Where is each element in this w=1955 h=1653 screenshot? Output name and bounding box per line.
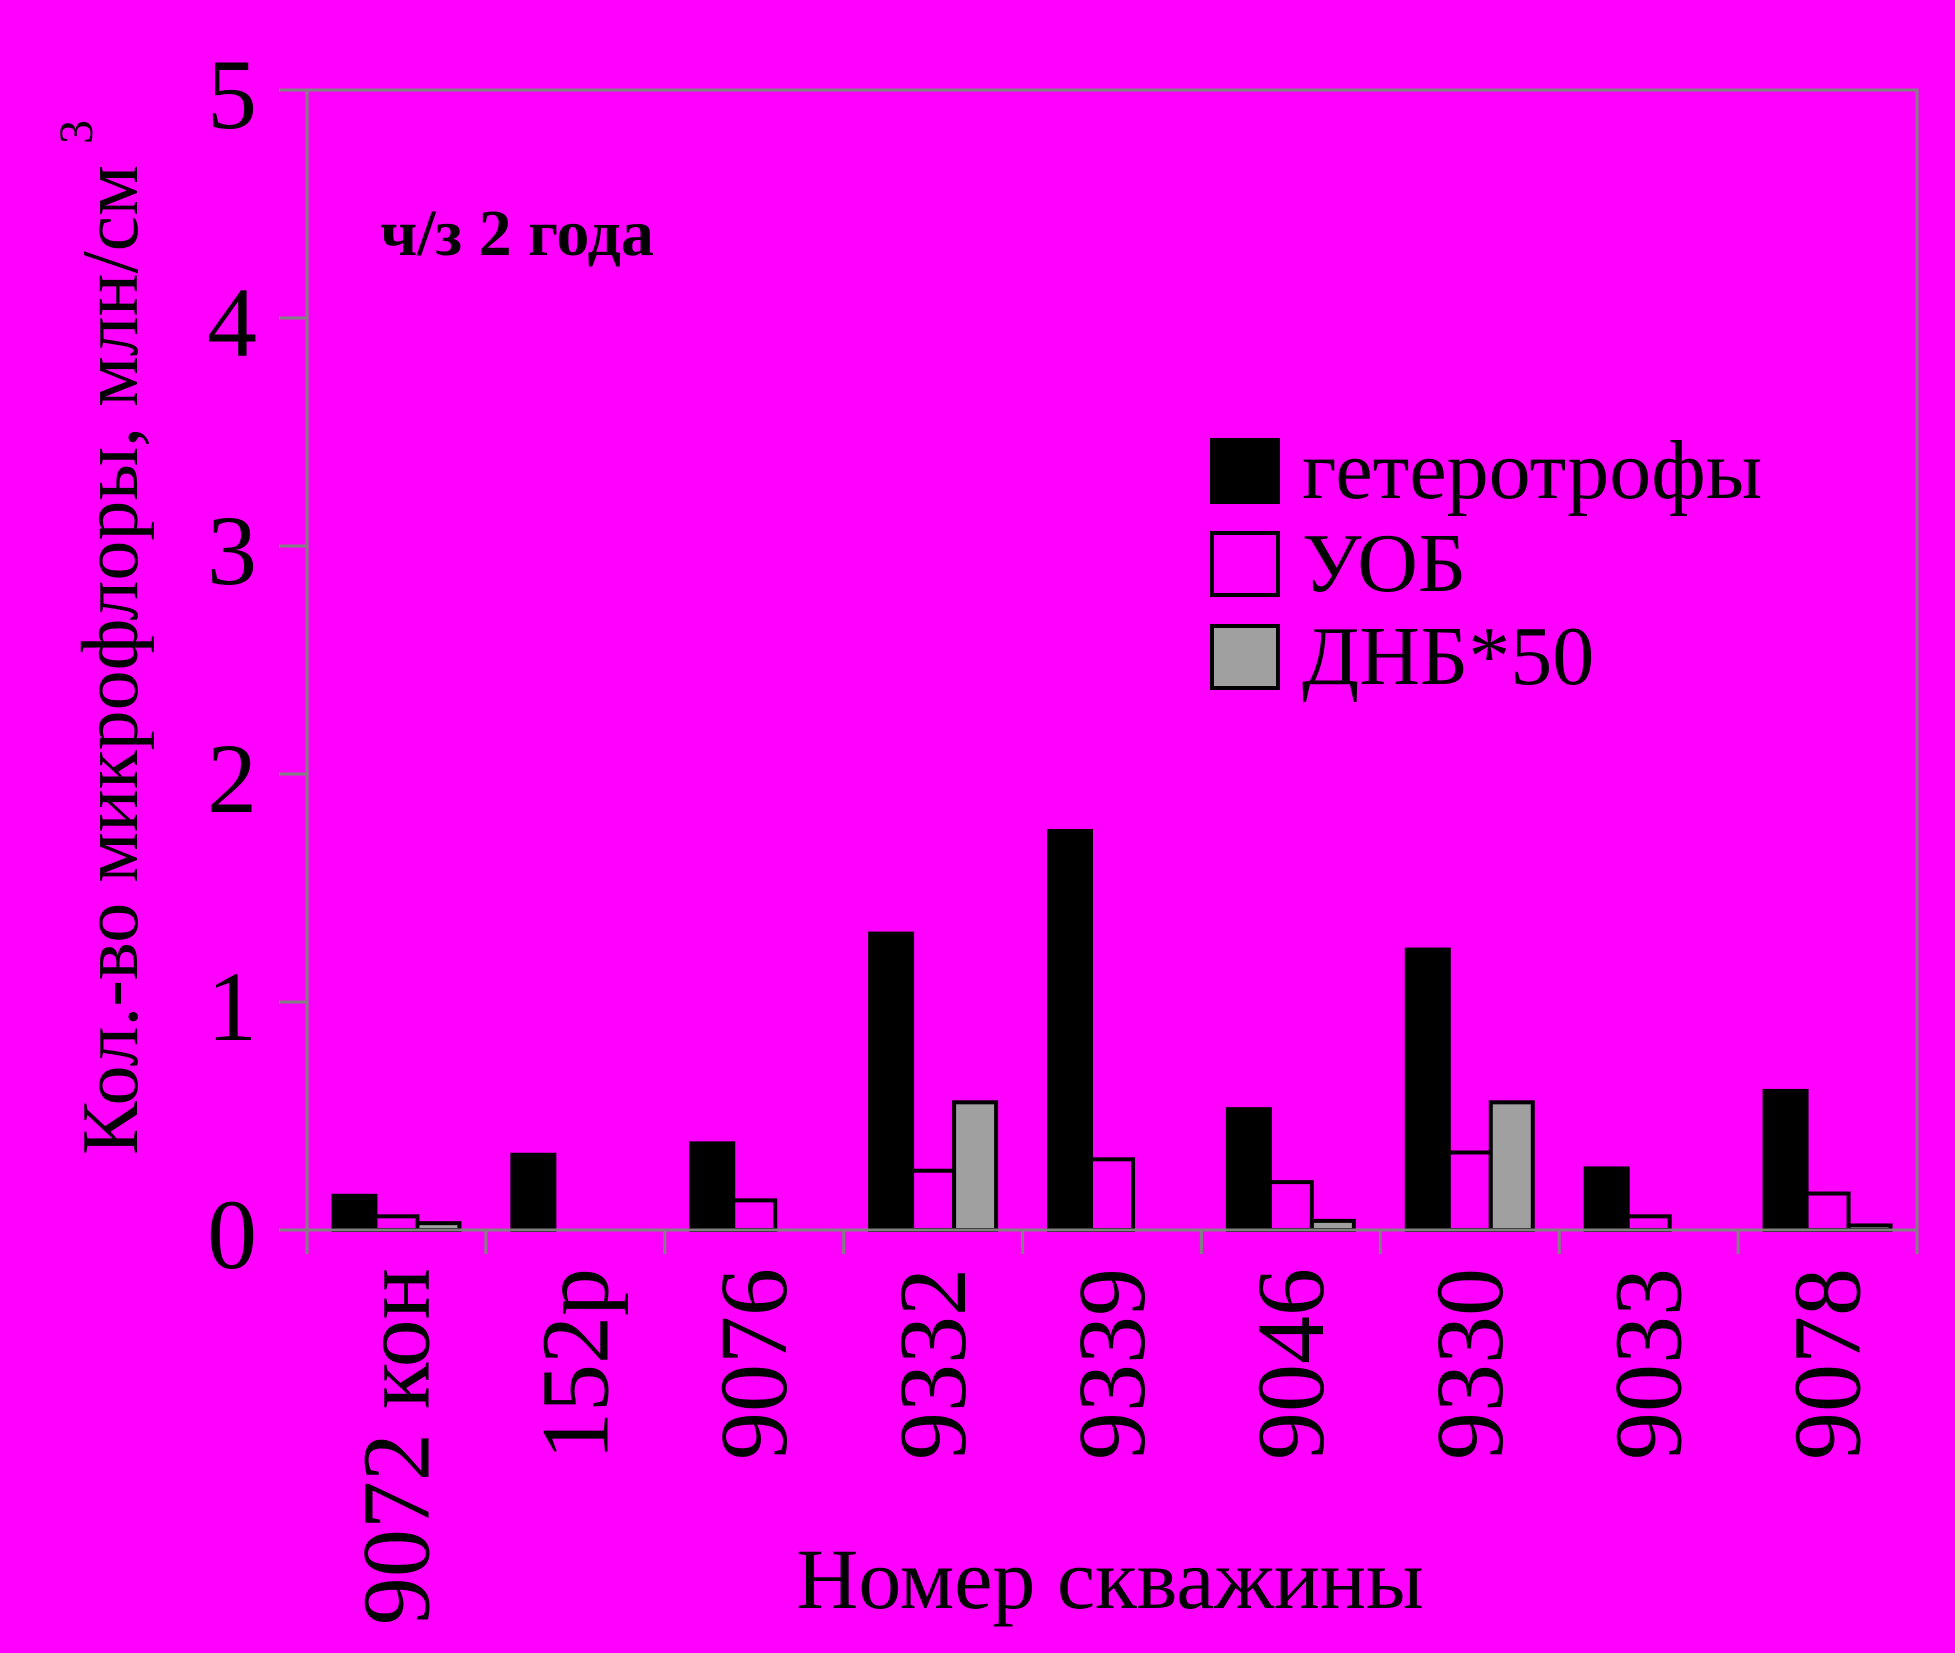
bar-2-1 xyxy=(373,1214,420,1232)
x-tick-label: 9078 xyxy=(1774,1268,1881,1460)
bar-2-7 xyxy=(1446,1150,1493,1232)
y-tick-label: 2 xyxy=(207,723,257,834)
bar-1-1 xyxy=(331,1193,378,1233)
bar-2-4 xyxy=(910,1168,957,1232)
bar-1-9 xyxy=(1762,1088,1809,1233)
x-tick-label: 152р xyxy=(521,1268,628,1460)
bar-1-6 xyxy=(1225,1107,1272,1233)
bar-3-4 xyxy=(952,1100,999,1232)
y-tick-label: 0 xyxy=(207,1179,257,1290)
legend-swatch xyxy=(1210,531,1280,597)
y-tick-label: 1 xyxy=(207,951,257,1062)
bar-1-7 xyxy=(1404,947,1451,1232)
bar-1-2 xyxy=(510,1152,557,1233)
chart-title: ч/з 2 года xyxy=(380,197,654,270)
bar-1-8 xyxy=(1583,1166,1630,1232)
legend-label: ДНБ*50 xyxy=(1302,610,1594,703)
x-tick-label: 9330 xyxy=(1416,1268,1523,1460)
bar-2-5 xyxy=(1089,1157,1135,1232)
bar-1-4 xyxy=(868,931,915,1232)
y-tick-label: 3 xyxy=(207,495,257,606)
x-tick-label: 9076 xyxy=(700,1268,807,1460)
y-axis-label-group: Кол.-во микрофлоры, млн/см xyxy=(67,165,155,1155)
x-tick-label: 9046 xyxy=(1237,1268,1344,1460)
bars-group xyxy=(331,829,1893,1233)
plot-area xyxy=(305,88,1919,1232)
y-axis-label-superscript-group: 3 xyxy=(50,120,103,144)
legend-label: УОБ xyxy=(1302,517,1466,610)
bar-1-5 xyxy=(1047,829,1093,1232)
y-tick-label: 5 xyxy=(207,39,257,150)
bar-1-3 xyxy=(689,1141,736,1232)
bar-2-8 xyxy=(1625,1214,1672,1232)
legend-swatch xyxy=(1210,624,1280,690)
x-tick-label: 9339 xyxy=(1058,1268,1165,1460)
x-axis-label: Номер скважины xyxy=(796,1531,1423,1627)
legend-swatch xyxy=(1210,438,1280,504)
y-axis-label: Кол.-во микрофлоры, млн/см xyxy=(67,165,155,1155)
y-axis-label-superscript: 3 xyxy=(50,120,103,144)
bar-2-9 xyxy=(1804,1191,1851,1233)
legend-label: гетеротрофы xyxy=(1302,424,1762,517)
x-tick-label: 9033 xyxy=(1595,1268,1702,1460)
x-tick-label: 9332 xyxy=(879,1268,986,1460)
bar-2-6 xyxy=(1267,1180,1314,1232)
bar-2-3 xyxy=(731,1198,778,1232)
x-tick-label: 9072 кон xyxy=(342,1268,449,1625)
axes-group: 0 1 2 3 4 5 9072 кон 152р 9076 9332 9339 9046 9330 90… xyxy=(207,39,1919,1625)
y-tick-label: 4 xyxy=(207,267,257,378)
bar-3-7 xyxy=(1488,1100,1535,1232)
